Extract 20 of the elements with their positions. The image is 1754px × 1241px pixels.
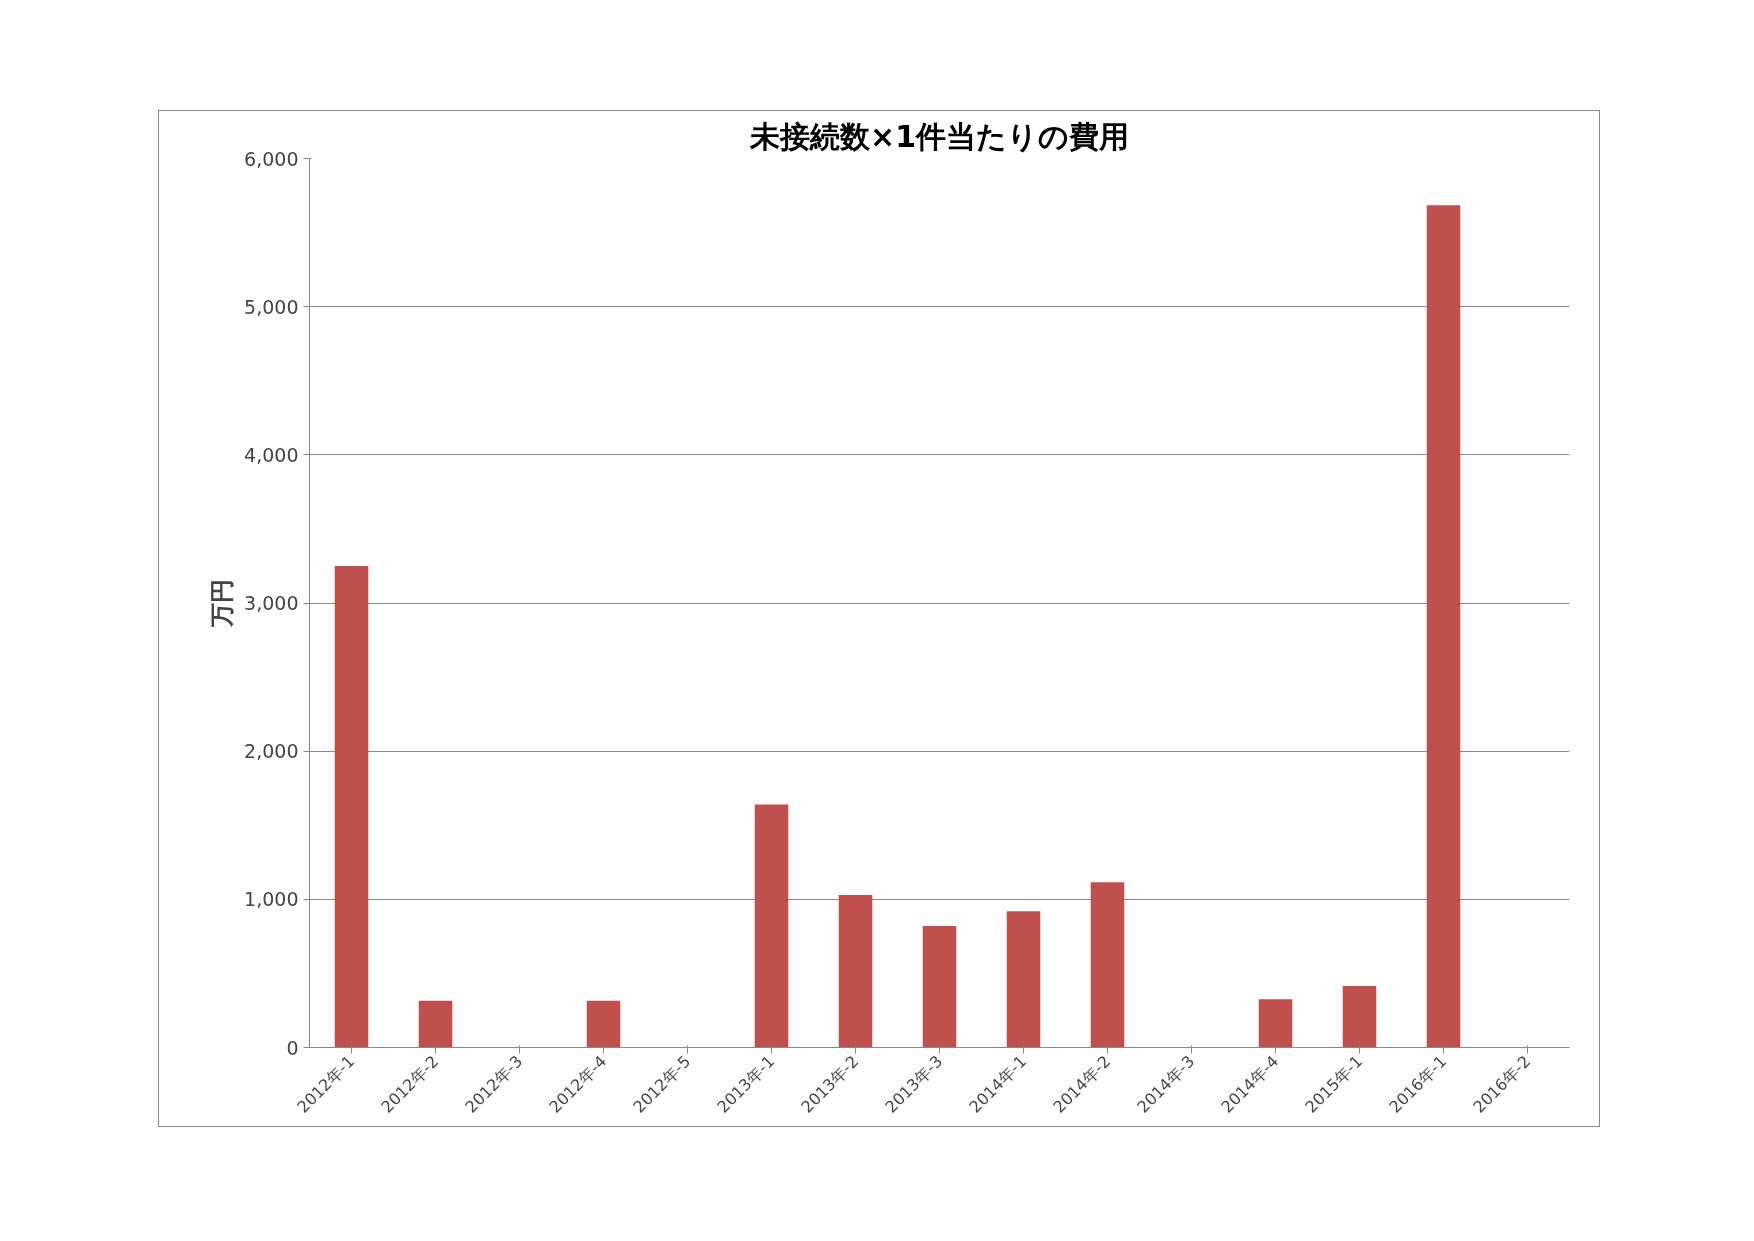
bar bbox=[1090, 882, 1125, 1048]
y-tick-label: 6,000 bbox=[244, 147, 299, 170]
y-tick-label: 3,000 bbox=[244, 592, 299, 614]
y-tick-label: 4,000 bbox=[244, 443, 299, 466]
bar bbox=[1342, 986, 1377, 1048]
chart-title: 未接続数×1件当たりの費用 bbox=[748, 118, 1130, 154]
y-tick-label: 5,000 bbox=[244, 295, 299, 318]
y-tick-label: 1,000 bbox=[244, 888, 299, 911]
bar bbox=[586, 1000, 621, 1048]
bar bbox=[754, 804, 789, 1048]
bar bbox=[1426, 205, 1461, 1048]
bar bbox=[838, 894, 873, 1048]
y-tick-label: 2,000 bbox=[244, 740, 299, 763]
bar bbox=[418, 1000, 453, 1048]
bar bbox=[1006, 911, 1041, 1048]
y-axis-title: 万円 bbox=[208, 579, 237, 628]
y-tick-label: 0 bbox=[286, 1036, 299, 1059]
bar bbox=[922, 926, 957, 1048]
bar bbox=[1258, 999, 1293, 1048]
bar bbox=[334, 565, 369, 1048]
